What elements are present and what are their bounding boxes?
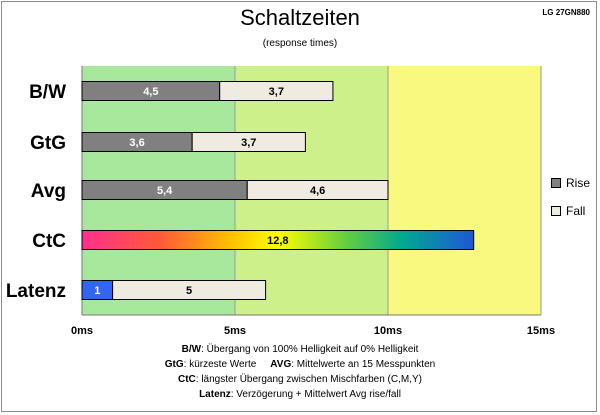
legend-item-rise: Rise xyxy=(551,176,590,190)
background-zone-2 xyxy=(388,66,541,315)
note-bw: B/W: Übergang von 100% Helligkeit auf 0%… xyxy=(0,342,600,357)
category-label-ctc: CtC xyxy=(32,231,66,252)
chart-title: Schaltzeiten xyxy=(240,5,360,30)
note-ctc: CtC: längster Übergang zwischen Mischfar… xyxy=(0,372,600,387)
bar-label-rise-bw: 4,5 xyxy=(143,86,158,98)
bar-fall-latenz xyxy=(112,280,267,300)
note-bw-text: : Übergang von 100% Helligkeit auf 0% He… xyxy=(201,344,419,355)
note-avg-text: : Mittelwerte an 15 Messpunkten xyxy=(291,359,436,370)
chart-subtitle: (response times) xyxy=(262,38,338,49)
bar-label-rise-latenz: 1 xyxy=(94,285,100,297)
note-ctc-key: CtC xyxy=(178,374,196,385)
note-latenz: Latenz: Verzögerung + Mittelwert Avg ris… xyxy=(0,387,600,402)
note-ctc-text: : längster Übergang zwischen Mischfarben… xyxy=(195,374,422,385)
bar-label-fall-latenz: 5 xyxy=(186,285,192,297)
note-gtg-text: : kürzeste Werte xyxy=(183,359,257,370)
note-gtg-avg: GtG: kürzeste Werte AVG: Mittelwerte an 1… xyxy=(0,357,600,372)
category-label-bw: B/W xyxy=(29,82,66,103)
x-tick-label-0: 0ms xyxy=(71,325,93,337)
category-label-avg: Avg xyxy=(31,181,66,202)
bar-label-rise-avg: 5,4 xyxy=(157,185,173,197)
bar-fall-avg xyxy=(246,180,389,200)
bar-label-fall-avg: 4,6 xyxy=(310,185,325,197)
x-tick-label-3: 15ms xyxy=(527,325,555,337)
note-gtg-key: GtG xyxy=(164,359,184,370)
note-avg-key: AVG xyxy=(270,359,292,370)
monitor-model: LG 27GN880 xyxy=(542,8,590,17)
bar-label-rise-ctc: 12,8 xyxy=(267,235,288,247)
bar-label-fall-gtg: 3,7 xyxy=(241,137,256,149)
note-latenz-text: : Verzögerung + Mittelwert Avg rise/fall xyxy=(230,389,401,400)
note-bw-key: B/W xyxy=(181,344,202,355)
note-latenz-key: Latenz xyxy=(199,389,231,400)
bar-rise-ctc xyxy=(81,230,475,250)
bar-fall-bw xyxy=(219,81,334,101)
bar-label-fall-bw: 3,7 xyxy=(269,86,284,98)
bar-label-rise-gtg: 3,6 xyxy=(129,137,144,149)
legend-swatch-rise xyxy=(551,178,561,188)
category-label-gtg: GtG xyxy=(30,133,66,154)
chart-notes: B/W: Übergang von 100% Helligkeit auf 0%… xyxy=(0,342,600,402)
legend: Rise Fall xyxy=(551,176,590,232)
category-label-latenz: Latenz xyxy=(6,281,66,302)
legend-item-fall: Fall xyxy=(551,204,590,218)
x-tick-label-2: 10ms xyxy=(374,325,402,337)
legend-label-fall: Fall xyxy=(566,204,586,218)
bar-fall-gtg xyxy=(191,132,306,152)
legend-label-rise: Rise xyxy=(566,176,591,190)
x-tick-label-1: 5ms xyxy=(224,325,246,337)
legend-swatch-fall xyxy=(551,206,561,216)
